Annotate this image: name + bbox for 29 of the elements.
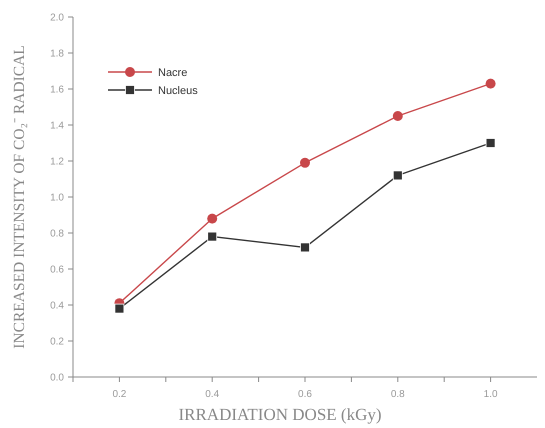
y-tick-label: 0.0 [50, 372, 64, 384]
y-tick-label: 0.4 [50, 300, 64, 312]
x-tick-label: 0.4 [205, 389, 220, 400]
point [207, 214, 218, 224]
x-tick-label: 1.0 [484, 389, 498, 400]
x-tick-label: 0.2 [112, 389, 127, 400]
point [392, 170, 403, 180]
point [114, 304, 124, 314]
point [486, 78, 496, 89]
y-tick-label: 1.2 [50, 156, 64, 168]
y-axis-title: INCREASED INTENSITY OF CO₂⁻ RADICAL [11, 45, 28, 349]
point [300, 242, 310, 252]
y-tick-label: 1.4 [50, 120, 64, 132]
y-tick-label: 0.6 [50, 264, 64, 276]
y-tick-label: 1.8 [50, 48, 64, 60]
point [207, 232, 218, 242]
point [486, 138, 496, 148]
x-tick-label: 0.8 [390, 389, 406, 400]
point [392, 111, 403, 121]
legend-label: Nucleus [158, 85, 198, 97]
y-tick-label: 1.0 [50, 192, 64, 204]
y-tick-label: 1.6 [50, 84, 64, 96]
y-tick-label: 2.0 [50, 12, 64, 24]
point [300, 158, 310, 168]
x-axis-title: IRRADIATION DOSE (kGy) [178, 405, 382, 424]
legend-label: Nacre [158, 67, 188, 79]
y-tick-label: 0.2 [50, 336, 64, 348]
x-tick-label: 0.6 [298, 389, 312, 400]
y-tick-label: 0.8 [50, 228, 64, 240]
